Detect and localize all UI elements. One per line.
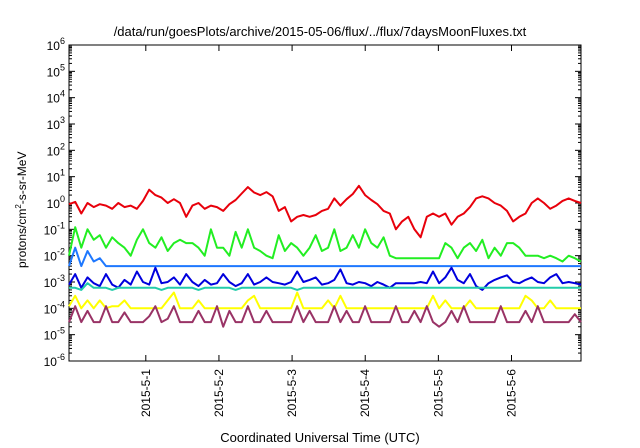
series-line-6 [68,291,581,310]
y-tick-label: 105 [47,62,65,79]
x-tick-label: 2015-5-2 [212,369,226,417]
y-tick-label: 102 [47,141,65,158]
y-tick-label: 10-4 [44,299,65,316]
x-axis-label: Coordinated Universal Time (UTC) [220,430,420,445]
y-tick-label: 10-2 [44,247,65,264]
x-tick-label: 2015-5-3 [285,369,299,417]
y-tick-label: 10-6 [44,352,65,369]
y-tick-label: 104 [47,89,65,106]
chart-title: /data/run/goesPlots/archive/2015-05-06/f… [113,24,527,39]
y-tick-label: 10-3 [44,273,65,290]
x-tick-label: 2015-5-4 [358,369,372,417]
series-line-5 [69,282,581,291]
y-tick-label: 106 [47,36,65,53]
y-tick-label: 10-1 [44,220,65,237]
y-tick-label: 10-5 [44,326,65,343]
series-line-2 [68,226,582,263]
series-line-7 [68,305,582,328]
x-tick-label: 2015-5-1 [139,369,153,417]
x-tick-label: 2015-5-5 [431,369,445,417]
series-line-3 [68,246,581,268]
series-line-4 [68,266,582,291]
x-tick-label: 2015-5-6 [505,369,519,417]
series-line-1 [68,184,582,239]
y-tick-label: 103 [47,115,65,132]
y-tick-label: 100 [47,194,65,211]
y-tick-label: 101 [47,168,65,185]
